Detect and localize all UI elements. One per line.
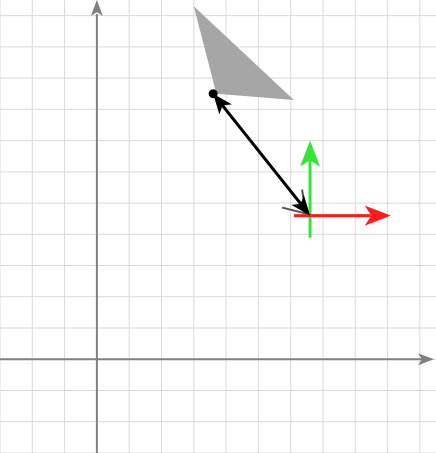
- gray-triangle: [193, 6, 294, 100]
- y-axis-arrowhead: [90, 0, 103, 16]
- x-axis-arrowhead: [418, 353, 434, 366]
- frame-x-arrowhead: [364, 205, 391, 226]
- vector-line: [220, 103, 303, 206]
- shapes: [193, 6, 391, 238]
- point-marker: [208, 89, 218, 99]
- vector-head-end: [213, 93, 232, 115]
- frame-y-arrowhead: [300, 140, 321, 167]
- vector-head-start: [291, 194, 311, 216]
